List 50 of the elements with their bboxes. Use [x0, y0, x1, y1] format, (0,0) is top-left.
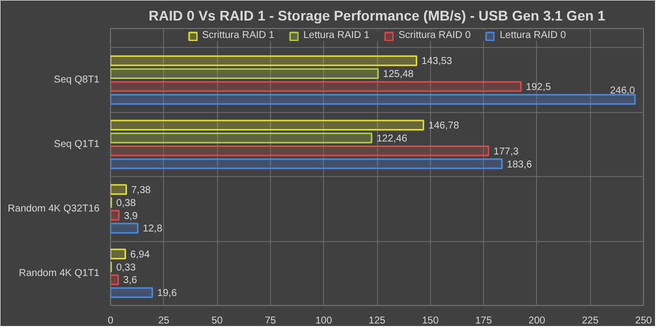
y-tick-label: Seq Q8T1 — [54, 74, 100, 86]
y-tick-label: Random 4K Q1T1 — [18, 268, 100, 279]
bar — [110, 248, 126, 260]
data-label: 246,0 — [610, 86, 636, 97]
data-label: 143,53 — [422, 56, 453, 68]
legend-label: Scrittura RAID 0 — [398, 30, 471, 41]
bar — [110, 184, 127, 195]
legend-label: Lettura RAID 0 — [500, 30, 566, 41]
x-tick-label: 25 — [158, 316, 170, 326]
data-label: 0,33 — [116, 262, 136, 274]
legend-label: Lettura RAID 1 — [303, 30, 370, 41]
data-label: 146,78 — [428, 120, 460, 132]
data-label: 7,38 — [131, 185, 152, 196]
data-label: 19,6 — [157, 288, 178, 300]
data-label: 183,6 — [506, 159, 532, 170]
x-tick-label: 0 — [108, 316, 114, 326]
x-tick-label: 175 — [475, 316, 492, 326]
y-tick-label: Random 4K Q32T16 — [8, 203, 100, 214]
bar — [110, 210, 120, 221]
bar — [110, 146, 490, 156]
bar — [110, 94, 636, 105]
bar — [110, 287, 154, 298]
x-tick-label: 50 — [212, 316, 224, 326]
chart-title: RAID 0 Vs RAID 1 - Storage Performance (MB/s) - USB Gen 3.1 Gen 1 — [148, 8, 606, 24]
bar — [110, 81, 522, 92]
legend-label: Scrittura RAID 1 — [202, 30, 274, 41]
data-label: 192,5 — [526, 82, 552, 93]
bar — [110, 120, 424, 131]
x-tick-label: 100 — [315, 316, 332, 326]
bar — [110, 68, 379, 79]
x-tick-label: 200 — [528, 316, 546, 326]
x-tick-label: 250 — [635, 316, 652, 326]
data-label: 3,6 — [123, 275, 138, 286]
data-label: 177,3 — [494, 146, 519, 158]
x-tick-label: 125 — [368, 316, 386, 326]
bar — [110, 274, 119, 286]
bar — [110, 158, 503, 170]
data-label: 6,94 — [130, 249, 150, 260]
data-label: 125,48 — [383, 69, 414, 80]
x-tick-label: 75 — [264, 316, 276, 326]
bar — [110, 222, 139, 234]
data-label: 0,38 — [116, 198, 136, 209]
y-tick-label: Seq Q1T1 — [54, 138, 100, 150]
x-tick-label: 225 — [582, 316, 599, 326]
data-label: 122,46 — [376, 134, 408, 145]
data-label: 3,9 — [124, 210, 138, 222]
bar — [110, 132, 372, 144]
x-tick-label: 150 — [422, 316, 440, 326]
data-label: 12,8 — [142, 224, 163, 235]
bar — [110, 55, 418, 66]
